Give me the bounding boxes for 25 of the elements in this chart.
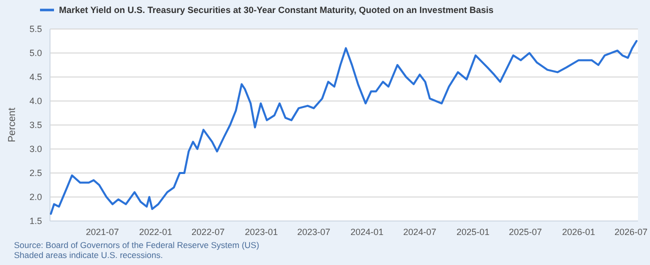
x-tick-label: 2021-07: [86, 227, 119, 237]
legend-label: Market Yield on U.S. Treasury Securities at 30-Year Constant Maturity, Quoted on an Investment Basis: [59, 5, 494, 16]
y-tick-label: 4.5: [29, 72, 42, 82]
text: Shaded areas indicate U.S. recessions.: [14, 250, 163, 260]
x-tick-label: 2024-01: [350, 227, 384, 237]
line-series: [50, 40, 638, 215]
x-tick-label: 2022-01: [139, 227, 172, 237]
y-tick-label: 2.0: [29, 192, 42, 202]
x-tick-label: 2026-01: [562, 227, 596, 237]
y-axis-title: Percent: [7, 108, 18, 142]
x-tick-label: 2023-07: [297, 227, 330, 237]
y-tick-label: 5.0: [29, 48, 42, 58]
x-tick-label: 2022-07: [192, 227, 225, 237]
source-note: Source: Board of Governors of the Federal Reserve System (US): [14, 240, 260, 250]
y-tick-label: 5.5: [29, 24, 42, 34]
x-tick-label: 2026-07: [614, 227, 648, 237]
x-tick-label: 2025-07: [508, 227, 542, 237]
x-tick-label: 2025-01: [456, 227, 490, 237]
y-tick-label: 4.0: [29, 96, 42, 106]
y-tick-label: 3.0: [29, 144, 42, 154]
y-tick-label: 1.5: [29, 216, 42, 226]
x-tick-label: 2024-07: [403, 227, 436, 237]
y-tick-label: 2.5: [29, 168, 42, 178]
y-tick-label: 3.5: [29, 120, 42, 130]
x-tick-label: 2023-01: [244, 227, 278, 237]
